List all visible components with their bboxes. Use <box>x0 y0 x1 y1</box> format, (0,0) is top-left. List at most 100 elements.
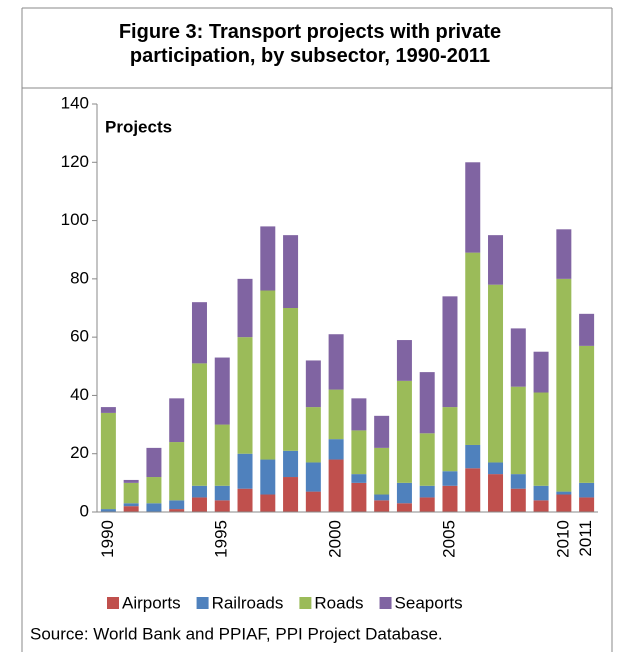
bar-segment <box>533 392 549 486</box>
y-axis-label: Projects <box>105 117 172 136</box>
bar-segment <box>579 345 595 483</box>
bar-segment <box>214 500 230 512</box>
bar-segment <box>419 433 435 486</box>
bar-segment <box>123 506 139 512</box>
bar-segment <box>191 497 207 512</box>
bar-segment <box>237 453 253 489</box>
bar-segment <box>442 407 458 472</box>
bar-segment <box>283 450 299 478</box>
bar-segment <box>191 485 207 498</box>
bar-segment <box>169 509 185 512</box>
bar-segment <box>579 482 595 498</box>
bar-segment <box>260 459 276 495</box>
y-tick-label: 140 <box>61 93 89 112</box>
bar-segment <box>123 479 139 483</box>
bar-segment <box>305 462 321 492</box>
bar-segment <box>146 447 162 478</box>
bar-segment <box>237 337 253 454</box>
bar-segment <box>328 439 344 460</box>
bar-segment <box>191 363 207 486</box>
y-tick-label: 40 <box>70 385 89 404</box>
bar-segment <box>305 407 321 463</box>
bar-segment <box>169 500 185 510</box>
bar-segment <box>100 509 116 512</box>
bar-segment <box>419 485 435 498</box>
bar-segment <box>442 296 458 408</box>
legend-swatch <box>299 597 312 609</box>
bar-segment <box>488 235 504 285</box>
bar-segment <box>283 308 299 451</box>
legend-swatch <box>196 597 209 609</box>
bar-segment <box>374 494 390 501</box>
bar-segment <box>556 229 572 279</box>
x-tick-label: 2011 <box>576 520 595 557</box>
bar-segment <box>533 351 549 393</box>
bar-segment <box>351 482 367 512</box>
bar-segment <box>169 398 185 443</box>
bar-segment <box>442 471 458 486</box>
x-tick-label: 2005 <box>439 520 458 558</box>
bar-segment <box>510 328 526 387</box>
bar-segment <box>328 389 344 440</box>
bar-segment <box>100 407 116 413</box>
bar-segment <box>374 415 390 448</box>
y-tick-label: 120 <box>61 152 89 171</box>
bar-segment <box>374 447 390 495</box>
bar-segment <box>260 290 276 460</box>
bar-segment <box>305 491 321 512</box>
bar-segment <box>488 474 504 512</box>
bar-segment <box>556 278 572 492</box>
bar-segment <box>214 485 230 501</box>
bar-segment <box>214 357 230 425</box>
chart-title: Figure 3: Transport projects with privat… <box>118 21 502 67</box>
bar-segment <box>533 485 549 501</box>
x-tick-label: 1995 <box>212 520 231 558</box>
bar-segment <box>283 235 299 308</box>
bar-segment <box>442 485 458 512</box>
bar-segment <box>328 459 344 512</box>
bar-segment <box>419 372 435 434</box>
bar-segment <box>510 488 526 512</box>
bar-segment <box>510 386 526 475</box>
bar-segment <box>533 500 549 512</box>
legend-swatch <box>379 597 392 609</box>
y-tick-label: 60 <box>70 327 89 346</box>
bar-segment <box>465 468 481 512</box>
bar-segment <box>169 442 185 501</box>
bar-segment <box>396 380 412 483</box>
bar-segment <box>510 474 526 489</box>
legend-label: Roads <box>314 593 363 612</box>
bar-segment <box>237 278 253 338</box>
bar-segment <box>214 424 230 486</box>
bar-segment <box>123 482 139 504</box>
bar-segment <box>100 412 116 510</box>
source: Source: World Bank and PPIAF, PPI Projec… <box>30 624 443 643</box>
bar-segment <box>237 488 253 512</box>
x-tick-label: 2000 <box>326 520 345 558</box>
bar-segment <box>328 334 344 390</box>
bar-segment <box>556 494 572 512</box>
legend-label: Railroads <box>212 593 284 612</box>
bar-segment <box>146 477 162 504</box>
bar-segment <box>305 360 321 408</box>
bar-segment <box>465 444 481 469</box>
bar-segment <box>191 302 207 364</box>
bar-segment <box>419 497 435 512</box>
bar-segment <box>396 340 412 381</box>
bar-segment <box>283 477 299 512</box>
y-tick-label: 0 <box>80 501 89 520</box>
bar-segment <box>123 503 139 507</box>
bar-segment <box>556 491 572 495</box>
bar-segment <box>260 494 276 512</box>
y-tick-label: 100 <box>61 210 89 229</box>
bar-segment <box>351 398 367 431</box>
bar-segment <box>260 226 276 291</box>
legend-label: Airports <box>122 593 181 612</box>
bar-segment <box>579 497 595 512</box>
bar-segment <box>396 503 412 512</box>
y-tick-label: 20 <box>70 443 89 462</box>
bar-segment <box>579 313 595 346</box>
bar-segment <box>146 503 162 512</box>
